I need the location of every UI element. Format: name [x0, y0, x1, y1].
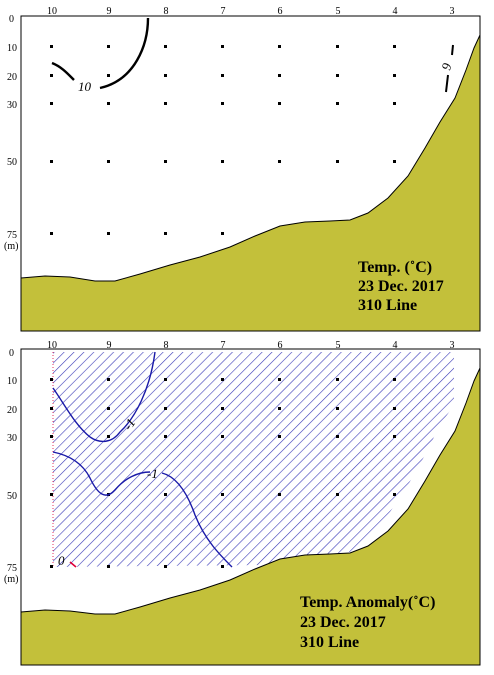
- station-label: 9: [107, 340, 112, 351]
- depth-label: 50: [7, 491, 17, 502]
- temperature-caption-title: Temp. (˚C): [358, 259, 432, 276]
- temperature-panel: 10 9 8 7 6 5 4 3 0 10 20 30 50 75 (m) 10…: [4, 6, 481, 332]
- depth-label: 0: [9, 14, 14, 25]
- depth-label: 30: [7, 433, 17, 444]
- depth-label: 10: [7, 43, 17, 54]
- station-label: 10: [47, 340, 57, 351]
- depth-label: 75: [7, 230, 17, 241]
- contour-minus1-upper: [52, 351, 156, 443]
- contour-zero: [69, 561, 77, 568]
- depth-label: 20: [7, 72, 17, 83]
- seafloor: [20, 367, 481, 666]
- contour-10: [99, 17, 150, 90]
- station-label: 4: [393, 340, 398, 351]
- station-label: 6: [278, 340, 283, 351]
- contour-label-zero: 0: [58, 553, 65, 568]
- depth-label: 0: [9, 348, 14, 359]
- contour-label-minus1-lower: -1: [147, 466, 158, 481]
- station-label: 8: [164, 340, 169, 351]
- station-label: 9: [107, 6, 112, 17]
- station-label: 7: [221, 340, 226, 351]
- depth-unit-label: (m): [4, 574, 18, 585]
- station-label: 7: [221, 6, 226, 17]
- anomaly-caption-date: 23 Dec. 2017: [300, 614, 386, 631]
- sample-points: [50, 378, 396, 568]
- depth-label: 50: [7, 157, 17, 168]
- station-label: 6: [278, 6, 283, 17]
- depth-label: 20: [7, 405, 17, 416]
- station-label: 3: [450, 340, 455, 351]
- station-label: 3: [450, 6, 455, 17]
- temperature-caption-date: 23 Dec. 2017: [358, 278, 444, 295]
- depth-label: 75: [7, 563, 17, 574]
- station-label: 10: [47, 6, 57, 17]
- temperature-caption-line: 310 Line: [358, 297, 417, 314]
- contour-label-10: 10: [78, 79, 92, 94]
- contour-9: [445, 44, 454, 93]
- contour-label-9: 9: [438, 61, 454, 72]
- anomaly-panel: 10 9 8 7 6 5 4 3 0 10 20 30 50 75 (m) -1…: [4, 340, 481, 666]
- negative-anomaly-shading: [53, 352, 454, 567]
- station-label: 5: [336, 6, 341, 17]
- station-label: 8: [164, 6, 169, 17]
- anomaly-caption-title: Temp. Anomaly(˚C): [300, 594, 435, 611]
- contour-10-left: [51, 61, 75, 81]
- station-label: 5: [336, 340, 341, 351]
- sample-points: [50, 45, 396, 235]
- depth-label: 10: [7, 376, 17, 387]
- contour-minus1-lower: [52, 451, 233, 568]
- anomaly-caption-line: 310 Line: [300, 634, 359, 651]
- station-label: 4: [393, 6, 398, 17]
- seafloor: [20, 34, 481, 332]
- depth-unit-label: (m): [4, 241, 18, 252]
- depth-label: 30: [7, 100, 17, 111]
